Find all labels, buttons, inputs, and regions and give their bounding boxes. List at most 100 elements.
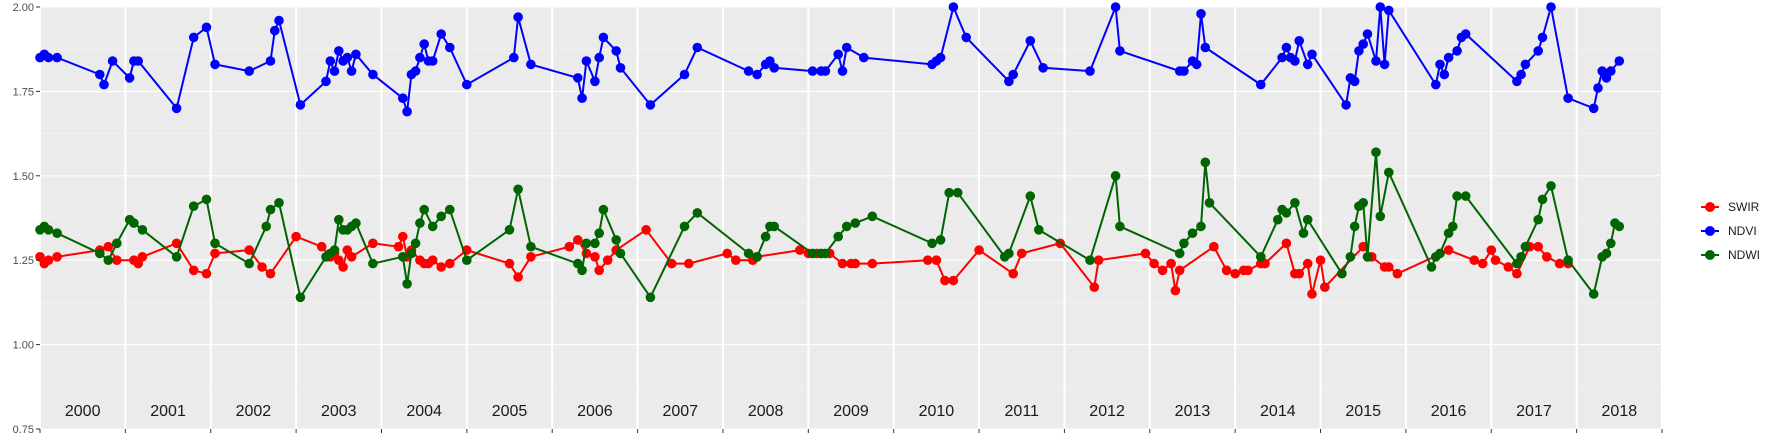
data-point-ndvi bbox=[961, 32, 971, 43]
data-point-ndvi bbox=[410, 66, 421, 76]
data-point-ndwi bbox=[1362, 251, 1373, 262]
data-point-ndvi bbox=[329, 66, 340, 76]
data-point-ndvi bbox=[1452, 46, 1462, 56]
data-point-swir bbox=[1302, 258, 1313, 269]
data-point-ndwi bbox=[244, 258, 254, 269]
data-point-ndwi bbox=[850, 218, 861, 228]
data-point-ndvi bbox=[402, 106, 412, 117]
data-point-swir bbox=[1490, 255, 1501, 265]
legend-key-point bbox=[1705, 250, 1715, 260]
data-point-ndvi bbox=[935, 52, 946, 63]
data-point-ndvi bbox=[1379, 59, 1390, 70]
data-point-ndwi bbox=[1452, 191, 1462, 201]
data-point-swir bbox=[1174, 265, 1185, 276]
data-point-ndvi bbox=[1384, 5, 1394, 16]
data-point-ndvi bbox=[948, 2, 959, 12]
data-point-ndvi bbox=[1563, 93, 1573, 103]
data-point-ndwi bbox=[295, 292, 306, 303]
data-point-ndvi bbox=[509, 52, 519, 63]
data-point-ndwi bbox=[1085, 255, 1095, 265]
data-point-ndwi bbox=[1200, 157, 1211, 168]
data-point-ndvi bbox=[52, 52, 62, 63]
data-point-swir bbox=[684, 258, 694, 269]
data-point-ndwi bbox=[513, 184, 523, 195]
data-point-swir bbox=[1554, 258, 1565, 269]
data-point-ndwi bbox=[1290, 198, 1300, 208]
data-point-ndvi bbox=[445, 42, 455, 53]
data-point-swir bbox=[837, 258, 848, 269]
data-point-ndvi bbox=[325, 56, 336, 66]
data-point-swir bbox=[1477, 258, 1488, 269]
data-point-ndwi bbox=[1358, 198, 1368, 208]
data-point-ndvi bbox=[351, 49, 361, 60]
data-point-ndvi bbox=[645, 100, 656, 110]
data-point-ndvi bbox=[1614, 56, 1625, 66]
data-point-ndvi bbox=[1025, 36, 1036, 46]
data-point-swir bbox=[590, 251, 600, 262]
data-point-ndwi bbox=[692, 208, 703, 218]
data-point-ndvi bbox=[679, 69, 690, 80]
data-point-ndvi bbox=[1375, 2, 1386, 12]
data-point-ndvi bbox=[807, 66, 818, 76]
year-label: 2014 bbox=[1260, 403, 1296, 420]
data-point-ndvi bbox=[594, 52, 604, 63]
data-point-swir bbox=[43, 255, 54, 265]
data-point-swir bbox=[1443, 245, 1454, 255]
data-point-ndwi bbox=[112, 238, 122, 249]
data-point-swir bbox=[1392, 268, 1403, 279]
data-point-ndwi bbox=[1034, 225, 1044, 235]
data-point-ndvi bbox=[859, 52, 869, 63]
data-point-ndvi bbox=[769, 63, 779, 73]
data-point-ndwi bbox=[927, 238, 937, 249]
year-label: 2010 bbox=[919, 403, 955, 420]
data-point-swir bbox=[1157, 265, 1168, 276]
y-axis: 0.75 1.00 1.25 1.50 1.75 2.00 bbox=[13, 2, 1663, 436]
data-point-ndvi bbox=[841, 42, 852, 53]
data-point-ndwi bbox=[807, 248, 818, 259]
data-point-ndvi bbox=[833, 49, 843, 60]
legend-key-point bbox=[1705, 202, 1715, 212]
data-point-ndwi bbox=[462, 255, 472, 265]
data-point-ndvi bbox=[1281, 42, 1292, 53]
data-point-ndvi bbox=[590, 76, 600, 87]
data-point-ndvi bbox=[820, 66, 831, 76]
y-tick-label: 0.75 bbox=[13, 424, 34, 436]
data-point-ndwi bbox=[944, 187, 954, 198]
legend: SWIR NDVI NDWI bbox=[1701, 200, 1760, 262]
data-point-ndvi bbox=[1179, 66, 1189, 76]
data-point-ndvi bbox=[1358, 39, 1368, 49]
data-point-swir bbox=[393, 241, 404, 252]
data-point-ndwi bbox=[427, 221, 438, 232]
data-point-swir bbox=[210, 248, 220, 259]
year-label: 2015 bbox=[1345, 403, 1381, 420]
data-point-ndwi bbox=[1601, 248, 1612, 259]
data-point-ndvi bbox=[1290, 56, 1300, 66]
year-label: 2012 bbox=[1089, 403, 1125, 420]
data-point-ndwi bbox=[1563, 255, 1573, 265]
year-label: 2008 bbox=[748, 403, 784, 420]
data-point-ndvi bbox=[415, 52, 425, 63]
data-point-swir bbox=[581, 248, 592, 259]
year-label: 2017 bbox=[1516, 403, 1552, 420]
data-point-ndvi bbox=[526, 59, 536, 70]
data-point-swir bbox=[1294, 268, 1304, 279]
data-point-ndvi bbox=[368, 69, 378, 80]
data-point-ndwi bbox=[445, 204, 455, 215]
data-point-swir bbox=[368, 238, 378, 249]
data-point-ndvi bbox=[321, 76, 331, 87]
data-point-ndwi bbox=[760, 231, 771, 242]
data-point-ndvi bbox=[244, 66, 254, 76]
data-point-ndvi bbox=[274, 15, 284, 26]
data-point-ndvi bbox=[1460, 29, 1471, 39]
data-point-swir bbox=[1166, 258, 1176, 269]
year-label: 2003 bbox=[321, 403, 357, 420]
data-point-swir bbox=[948, 275, 959, 286]
data-point-ndwi bbox=[1614, 221, 1625, 232]
data-point-ndvi bbox=[419, 39, 430, 49]
data-point-ndwi bbox=[1337, 268, 1347, 279]
data-point-swir bbox=[594, 265, 604, 276]
data-point-ndvi bbox=[462, 79, 472, 90]
data-point-swir bbox=[1221, 265, 1232, 276]
data-point-ndvi bbox=[295, 100, 306, 110]
data-point-ndwi bbox=[615, 248, 626, 259]
